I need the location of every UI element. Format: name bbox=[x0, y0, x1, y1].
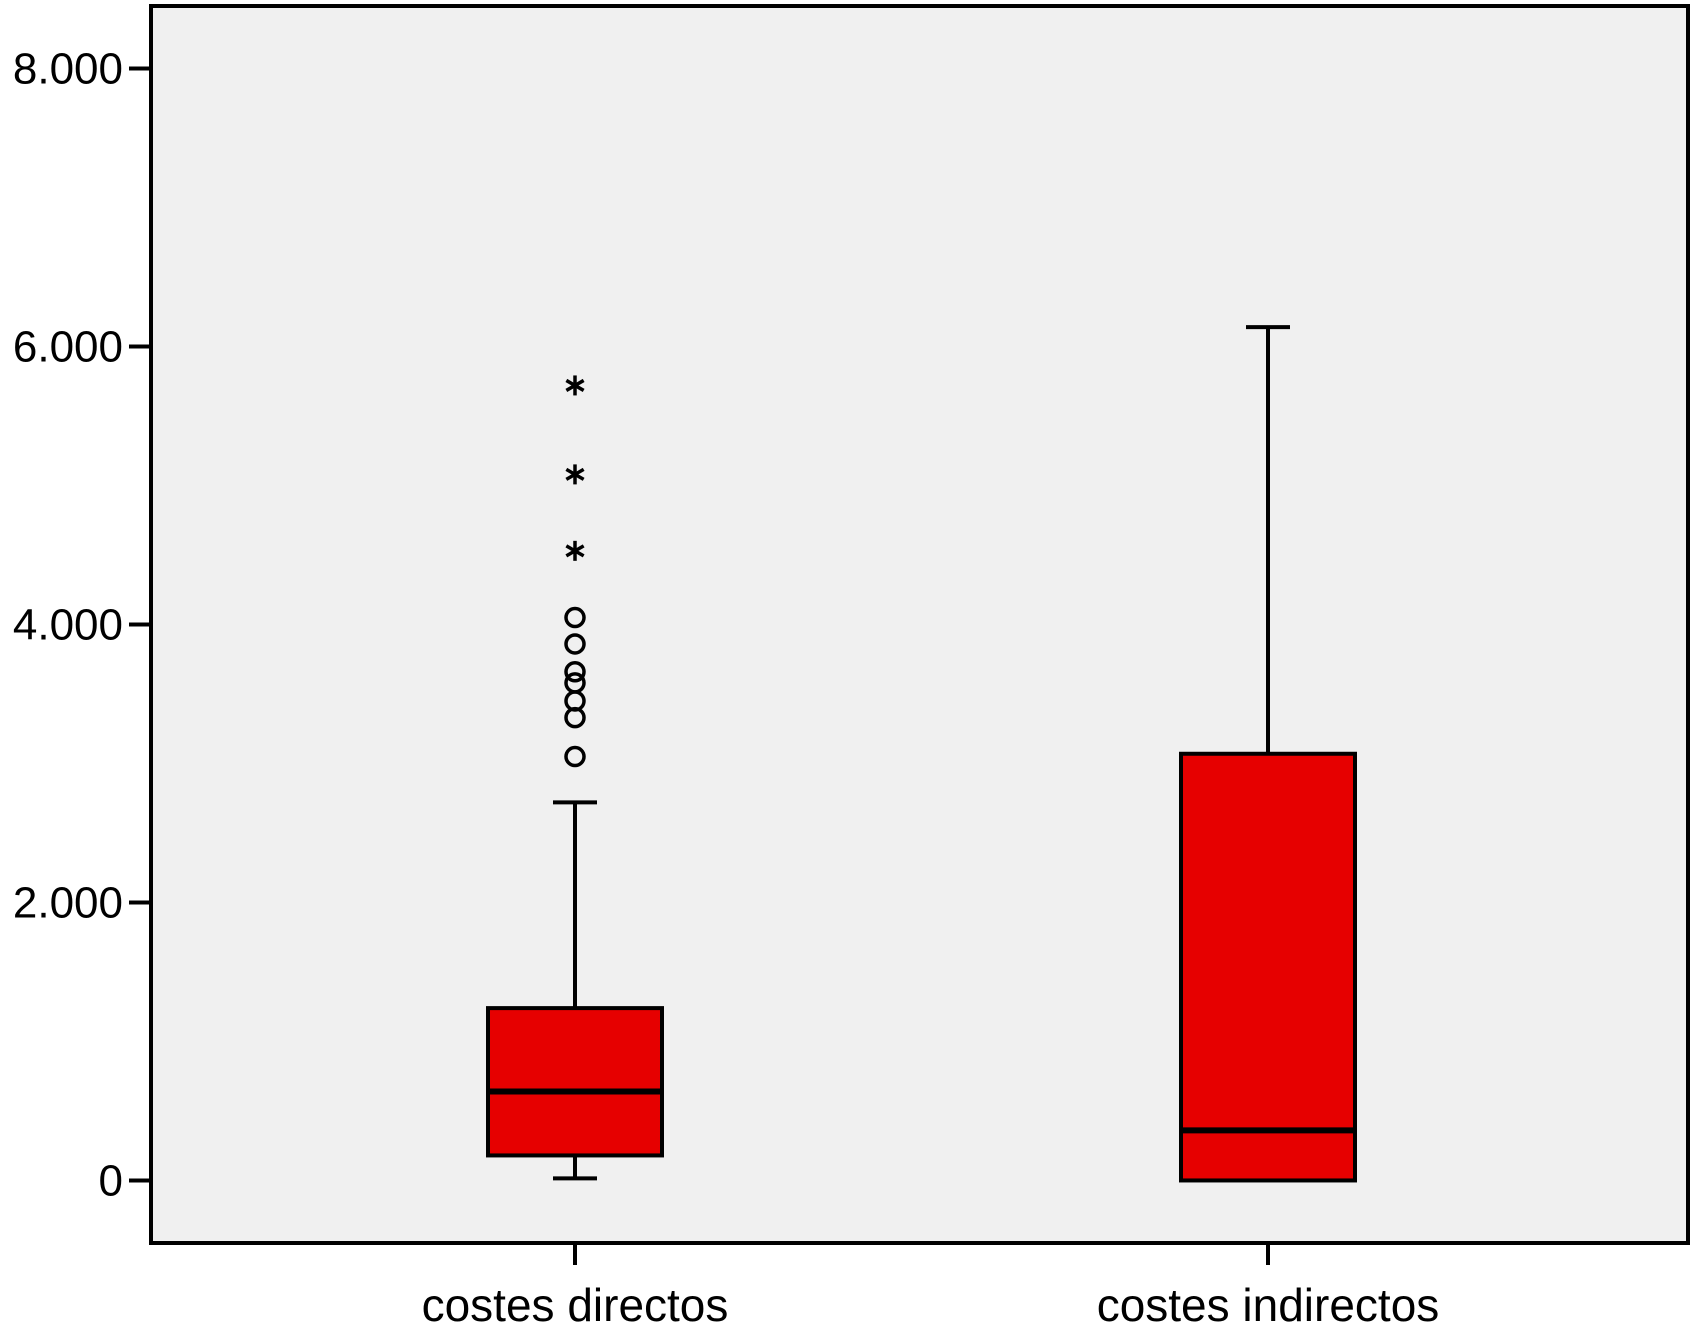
y-tick-label: 2.000 bbox=[13, 878, 123, 927]
x-category-label: costes directos bbox=[422, 1279, 729, 1331]
iqr-box bbox=[486, 1006, 664, 1158]
outlier-point bbox=[564, 661, 586, 683]
x-category-label: costes indirectos bbox=[1097, 1279, 1440, 1331]
outlier-point bbox=[564, 672, 586, 694]
y-tick-label: 0 bbox=[99, 1156, 123, 1205]
asterisk-stroke bbox=[565, 467, 585, 481]
box-group bbox=[486, 375, 664, 1181]
asterisk-stroke bbox=[565, 544, 585, 558]
y-tick-label: 8.000 bbox=[13, 45, 123, 94]
y-axis: 0 2.000 4.000 6.000 8.000 bbox=[13, 45, 151, 1205]
x-axis: costes directos costes indirectos bbox=[422, 1243, 1440, 1331]
plot-area bbox=[149, 4, 1690, 1245]
y-tick-label: 4.000 bbox=[13, 601, 123, 650]
boxes bbox=[486, 325, 1357, 1183]
outlier-point bbox=[564, 633, 586, 655]
extreme-point bbox=[565, 375, 585, 396]
outlier-point bbox=[564, 606, 586, 629]
box-group bbox=[1179, 325, 1357, 1183]
extreme-point bbox=[565, 540, 585, 561]
asterisk-stroke bbox=[565, 378, 585, 392]
iqr-box bbox=[1179, 751, 1357, 1183]
y-tick-label: 6.000 bbox=[13, 323, 123, 372]
extreme-point bbox=[565, 464, 585, 485]
outlier-point bbox=[564, 745, 586, 768]
